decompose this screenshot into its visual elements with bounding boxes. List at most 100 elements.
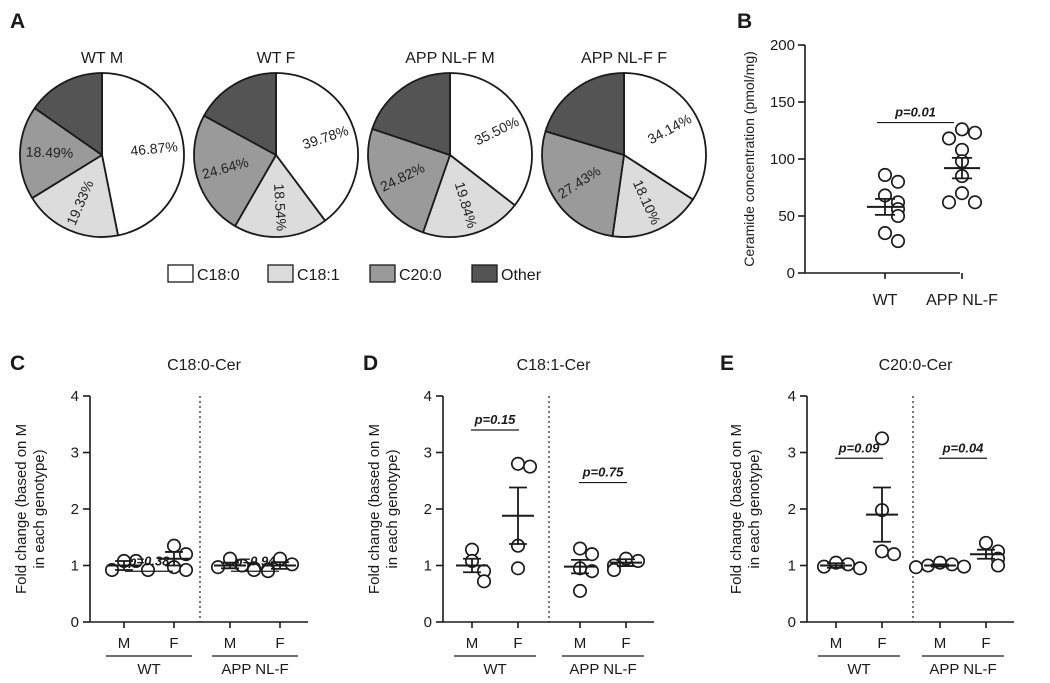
pie-title: APP NL-F M xyxy=(405,50,495,67)
x-category-label: M xyxy=(466,635,479,652)
p-value: p=0.38 xyxy=(128,553,171,568)
pie-slice-c18-0 xyxy=(449,72,533,207)
panel-letter-d: D xyxy=(363,352,378,375)
data-point xyxy=(941,131,957,146)
y-tick-label: 150 xyxy=(770,94,795,111)
y-axis-label: Fold change (based on M xyxy=(13,424,30,594)
data-point xyxy=(178,562,194,578)
y-tick-label: 0 xyxy=(787,265,795,282)
data-point xyxy=(476,574,492,589)
data-point xyxy=(852,561,868,576)
chart-title: C18:0-Cer xyxy=(167,357,241,374)
data-point xyxy=(954,122,970,137)
pie-slice-c20-0 xyxy=(367,127,451,234)
x-category-label: M xyxy=(224,635,237,652)
pie-slice-other xyxy=(371,72,451,156)
y-tick-label: 4 xyxy=(788,388,796,405)
data-point xyxy=(584,547,600,562)
x-category-label: F xyxy=(169,635,178,652)
y-tick-label: 3 xyxy=(788,445,796,462)
y-tick-label: 1 xyxy=(424,558,432,575)
chart-b: 0 50 100 150 200 Ceramide concentration (pmol… xyxy=(741,37,998,309)
p-value: p=0.09 xyxy=(838,440,881,455)
p-value: p=0.04 xyxy=(942,440,985,455)
data-point xyxy=(877,226,893,241)
x-category-label: F xyxy=(513,635,522,652)
data-point xyxy=(890,174,906,189)
y-tick-label: 4 xyxy=(424,388,432,405)
x-category-label: M xyxy=(118,635,131,652)
data-point xyxy=(246,562,262,578)
x-category-label: F xyxy=(981,635,990,652)
data-point xyxy=(816,559,832,574)
pie-slice-c18-0 xyxy=(275,72,359,222)
pie-slice-label: 46.87% xyxy=(130,138,179,159)
data-point xyxy=(890,208,906,224)
pie-chart-2: WT F39.78%18.54%24.64% xyxy=(193,50,359,238)
data-point xyxy=(572,541,588,556)
genotype-label: WT xyxy=(847,661,870,678)
y-tick-label: 100 xyxy=(770,151,795,168)
p-value: p=0.75 xyxy=(582,465,625,480)
x-category-label: M xyxy=(574,635,587,652)
y-axis-label: Fold change (based on M xyxy=(366,424,383,594)
chart-title: C20:0-Cer xyxy=(879,357,953,374)
y-axis-label: Ceramide concentration (pmol/mg) xyxy=(741,51,757,267)
panel-letter-c: C xyxy=(10,352,25,375)
data-point xyxy=(967,125,983,140)
data-point xyxy=(956,559,972,574)
data-point xyxy=(510,456,526,471)
y-tick-label: 4 xyxy=(71,388,79,405)
legend-label: C18:1 xyxy=(297,267,340,284)
legend-label: C20:0 xyxy=(399,267,442,284)
data-point xyxy=(967,195,983,210)
data-point xyxy=(941,195,957,210)
y-tick-label: 200 xyxy=(770,37,795,54)
p-value: p=0.01 xyxy=(894,105,936,120)
genotype-label: APP NL-F xyxy=(929,661,996,678)
legend-swatch xyxy=(369,264,396,283)
pie-chart-4: APP NL-F F34.14%18.10%27.43% xyxy=(541,50,707,238)
pie-slice-other xyxy=(544,72,625,156)
pie-slice-other xyxy=(33,72,103,156)
data-point xyxy=(954,186,970,201)
data-point xyxy=(990,558,1006,573)
x-category-label: APP NL-F xyxy=(926,292,998,309)
panel-letter-a: A xyxy=(10,10,25,33)
data-point xyxy=(874,431,890,446)
x-category-label: WT xyxy=(873,292,898,309)
genotype-label: WT xyxy=(483,661,506,678)
legend-swatch xyxy=(167,264,194,283)
data-point xyxy=(874,544,890,559)
p-value: p=0.15 xyxy=(474,412,517,427)
data-point xyxy=(210,560,226,575)
y-tick-label: 0 xyxy=(424,614,432,631)
data-point xyxy=(510,561,526,576)
pie-slice-c18-1 xyxy=(234,154,327,238)
y-axis-label: in each genotype) xyxy=(31,449,48,568)
pie-slice-c18-1 xyxy=(611,154,694,238)
data-point xyxy=(630,553,646,569)
y-tick-label: 1 xyxy=(788,558,796,575)
pie-slice-label: 18.54% xyxy=(271,183,290,231)
pie-slice-other xyxy=(203,72,277,156)
y-tick-label: 2 xyxy=(71,501,79,518)
pie-title: WT F xyxy=(257,50,296,67)
pie-title: APP NL-F F xyxy=(581,50,667,67)
x-category-label: M xyxy=(830,635,843,652)
pie-slice-c20-0 xyxy=(193,114,277,227)
chart-title: C18:1-Cer xyxy=(517,357,591,374)
y-tick-label: 0 xyxy=(71,614,79,631)
x-category-label: F xyxy=(275,635,284,652)
legend-swatch xyxy=(267,264,294,283)
pie-slice-c18-1 xyxy=(422,154,516,238)
legend-swatch xyxy=(471,264,498,283)
x-category-label: F xyxy=(621,635,630,652)
pie-slice-c20-0 xyxy=(19,107,103,199)
genotype-label: APP NL-F xyxy=(569,661,636,678)
data-point xyxy=(572,583,588,598)
